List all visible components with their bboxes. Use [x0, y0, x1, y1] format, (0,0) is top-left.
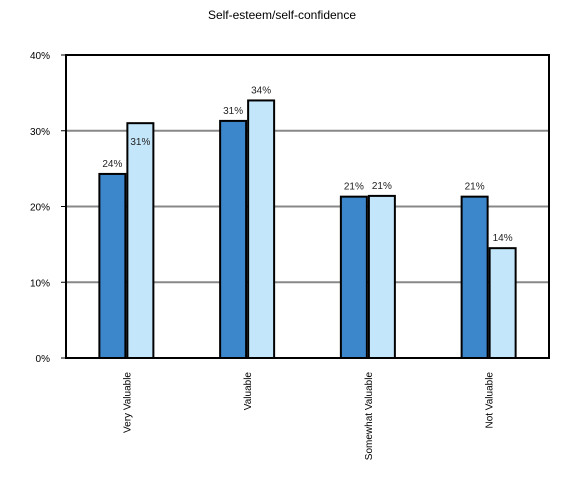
bar [488, 247, 517, 360]
data-label: 31% [130, 137, 150, 148]
bar [367, 194, 396, 359]
y-tick-label: 40% [30, 51, 50, 62]
data-label: 21% [465, 182, 485, 193]
data-label: 21% [344, 182, 364, 193]
x-tick-label: Very Valuable [122, 372, 133, 433]
data-labels: 24% 31% 31% 34% 21% 21% 21% 14% [102, 85, 512, 244]
y-tick-label: 10% [30, 278, 50, 289]
bars [98, 99, 517, 360]
bar [219, 119, 248, 359]
data-label: 24% [102, 159, 122, 170]
bar [339, 195, 368, 359]
bar [460, 195, 489, 359]
y-tick-label: 20% [30, 203, 50, 214]
x-tick-label: Not Valuable [485, 372, 496, 429]
x-axis: Very Valuable Valuable Somewhat Valuable No… [122, 372, 495, 461]
bar [98, 172, 127, 359]
y-tick-label: 30% [30, 127, 50, 138]
data-label: 21% [372, 181, 392, 192]
bar [247, 99, 276, 359]
x-tick-label: Somewhat Valuable [364, 372, 375, 461]
y-tick-label: 0% [36, 354, 51, 365]
chart-title: Self-esteem/self-confidence [207, 8, 357, 22]
data-label: 34% [251, 85, 271, 96]
data-label: 14% [493, 233, 513, 244]
x-tick-label: Valuable [243, 372, 254, 411]
y-axis: 0% 10% 20% 30% 40% [30, 51, 66, 365]
data-label: 31% [223, 106, 243, 117]
bar [126, 122, 155, 359]
